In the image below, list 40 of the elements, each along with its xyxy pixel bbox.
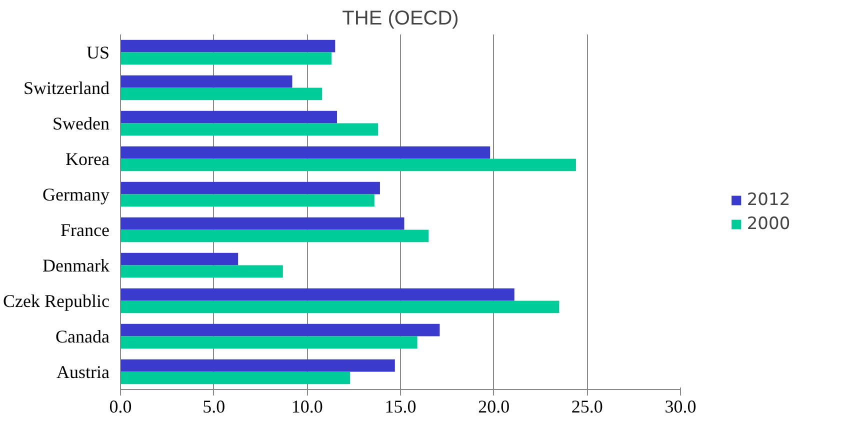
- bar: [120, 372, 350, 384]
- y-tick-label: Germany: [42, 184, 110, 204]
- y-tick-label: Switzerland: [24, 78, 110, 98]
- x-tick-label: 15.0: [384, 396, 416, 416]
- bar: [120, 336, 418, 349]
- bar: [120, 230, 428, 242]
- bar: [120, 265, 283, 278]
- bar: [120, 217, 404, 230]
- bar: [120, 123, 378, 136]
- y-tick-label: Austria: [56, 362, 110, 382]
- x-tick-label: 20.0: [478, 396, 510, 416]
- bar: [120, 359, 395, 372]
- x-tick-label: 5.0: [202, 396, 226, 416]
- y-tick-label: US: [86, 42, 110, 62]
- bar: [120, 300, 560, 314]
- bar: [120, 110, 338, 124]
- bar: [120, 252, 238, 266]
- bar: [120, 324, 440, 336]
- x-tick-label: 10.0: [291, 396, 323, 416]
- bar: [120, 158, 576, 172]
- chart-title: THE (OECD): [342, 8, 459, 30]
- bar: [120, 194, 374, 207]
- y-tick-label: Denmark: [42, 255, 110, 276]
- bar: [120, 88, 322, 100]
- x-tick-label: 30.0: [664, 396, 696, 416]
- x-tick-label: 0.0: [109, 396, 132, 416]
- bar: [120, 288, 514, 301]
- legend-label: 2012: [746, 190, 790, 210]
- legend-label: 2000: [746, 214, 790, 234]
- y-tick-label: France: [60, 220, 110, 240]
- bar: [120, 182, 380, 194]
- bar: [120, 75, 292, 88]
- bar: [120, 40, 336, 52]
- y-tick-label: Korea: [66, 148, 110, 169]
- y-tick-label: Canada: [56, 326, 110, 346]
- bar: [120, 146, 490, 159]
- y-tick-label: Sweden: [52, 113, 110, 134]
- y-tick-label: Czek Republic: [3, 290, 110, 311]
- x-tick-label: 25.0: [571, 396, 603, 416]
- bar: [120, 52, 332, 65]
